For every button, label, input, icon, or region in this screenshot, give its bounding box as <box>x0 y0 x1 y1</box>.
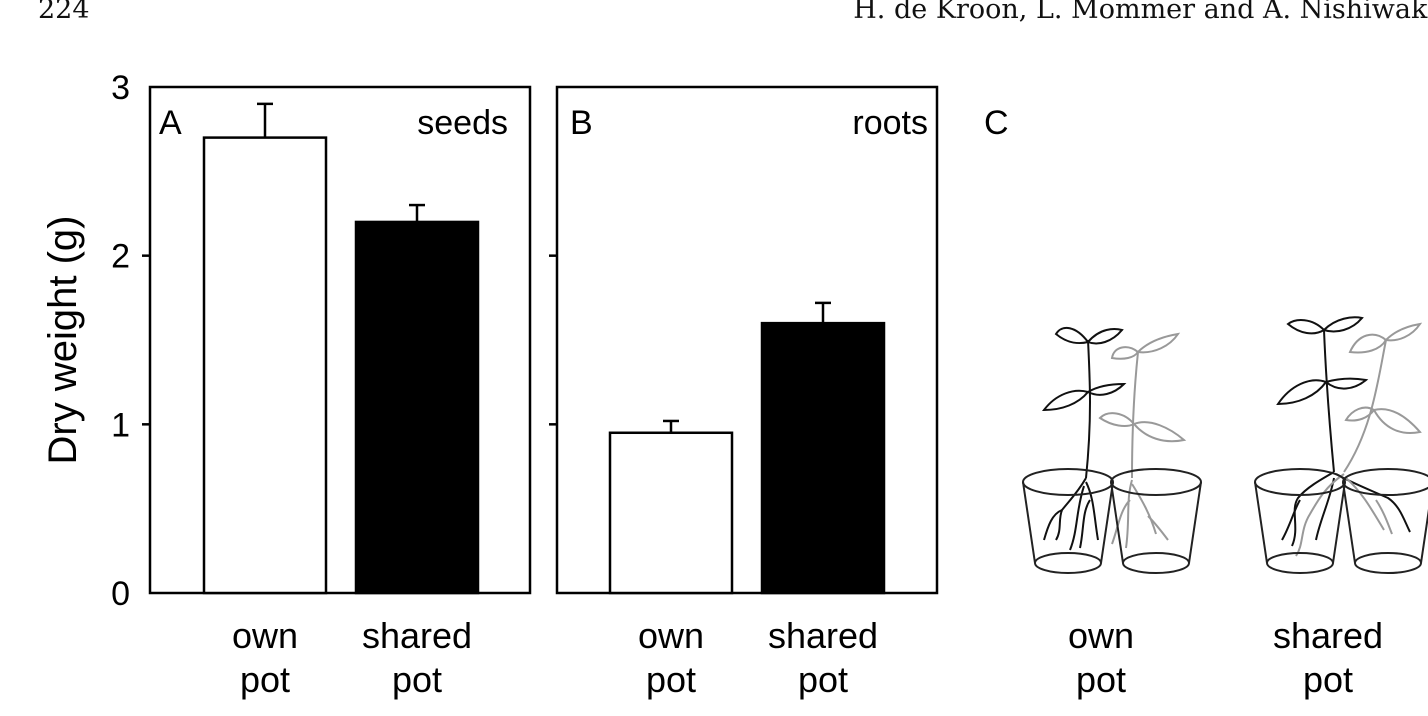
panel-b-bar <box>760 321 886 595</box>
panel-b-bar <box>608 431 734 595</box>
panel-b-x-label: shared pot <box>768 615 878 700</box>
panel-b-frame <box>555 85 939 595</box>
panel-a: A seeds own pot shared pot <box>142 85 532 700</box>
panel-b-letter: B <box>570 104 593 142</box>
y-tick-label: 0 <box>111 575 130 613</box>
panel-b: B roots own pot shared pot <box>549 85 939 700</box>
panel-c-captions: own pot shared pot <box>1068 615 1383 700</box>
own-pot-illustration <box>1022 326 1202 574</box>
panel-c: C <box>984 104 1428 700</box>
y-tick-label: 1 <box>111 406 130 444</box>
y-tick-label: 2 <box>111 238 130 276</box>
shared-pot-illustration <box>1254 316 1428 574</box>
shared-pot-cups-icon <box>1254 468 1428 574</box>
panel-b-x-label: own pot <box>638 615 704 700</box>
y-axis-label: Dry weight (g) <box>41 216 85 465</box>
black-plant-icon <box>1041 326 1127 551</box>
panel-a-x-label: own pot <box>232 615 298 700</box>
black-plant-icon <box>1276 316 1411 547</box>
page-number: 224 <box>38 0 90 25</box>
panel-a-frame <box>148 85 532 595</box>
panel-c-caption: own pot <box>1068 615 1134 700</box>
panel-b-bars <box>549 254 886 595</box>
grey-plant-icon <box>1098 332 1187 549</box>
y-tick-labels: 0 1 2 3 <box>111 69 130 613</box>
y-tick-label: 3 <box>111 69 130 107</box>
panel-a-bars <box>142 102 480 595</box>
running-head: H. de Kroon, L. Mommer and A. Nishiwaki <box>853 0 1428 25</box>
panel-a-bar <box>202 136 328 595</box>
panel-c-caption: shared pot <box>1273 615 1383 700</box>
panel-a-letter: A <box>159 104 182 142</box>
panel-c-letter: C <box>984 104 1009 142</box>
page-header: 224 H. de Kroon, L. Mommer and A. Nishiw… <box>0 0 1428 30</box>
panel-b-annotation: roots <box>852 104 928 142</box>
grey-plant-icon <box>1295 322 1423 557</box>
panel-a-x-labels: own pot shared pot <box>232 615 472 700</box>
panel-a-x-label: shared pot <box>362 615 472 700</box>
panel-a-annotation: seeds <box>417 104 508 142</box>
panel-b-x-labels: own pot shared pot <box>638 615 878 700</box>
panel-a-bar <box>354 220 480 595</box>
own-pot-cups-icon <box>1022 468 1202 574</box>
